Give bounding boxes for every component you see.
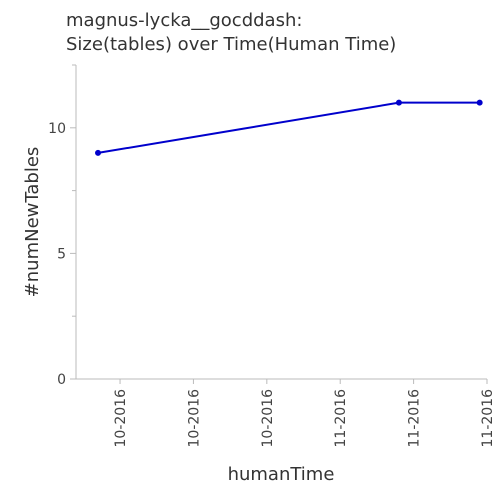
x-axis-label: humanTime [228,464,335,485]
y-tick-label: 0 [57,372,66,388]
data-point [395,99,402,106]
x-axis-ticks: 10-2016 10-2016 10-2016 11-2016 11-2016 11-20… [113,379,496,448]
series-line [97,101,480,154]
x-tick-label: 11-2016 [333,389,349,448]
series-layer [95,99,483,156]
x-tick-label: 10-2016 [113,389,129,448]
x-tick-label: 11-2016 [480,389,496,448]
y-tick-label: 10 [48,121,66,137]
x-tick-label: 10-2016 [260,389,276,448]
data-point [476,99,483,106]
data-point [95,149,102,156]
chart-title-line-1: magnus-lycka__gocddash: [66,10,302,31]
y-axis-label: #numNewTables [22,147,43,298]
y-axis-ticks: 0 5 10 [48,64,76,388]
x-tick-label: 11-2016 [407,389,423,448]
y-tick-label: 5 [57,246,66,262]
x-tick-label: 10-2016 [186,389,202,448]
chart-title-line-2: Size(tables) over Time(Human Time) [66,34,396,55]
